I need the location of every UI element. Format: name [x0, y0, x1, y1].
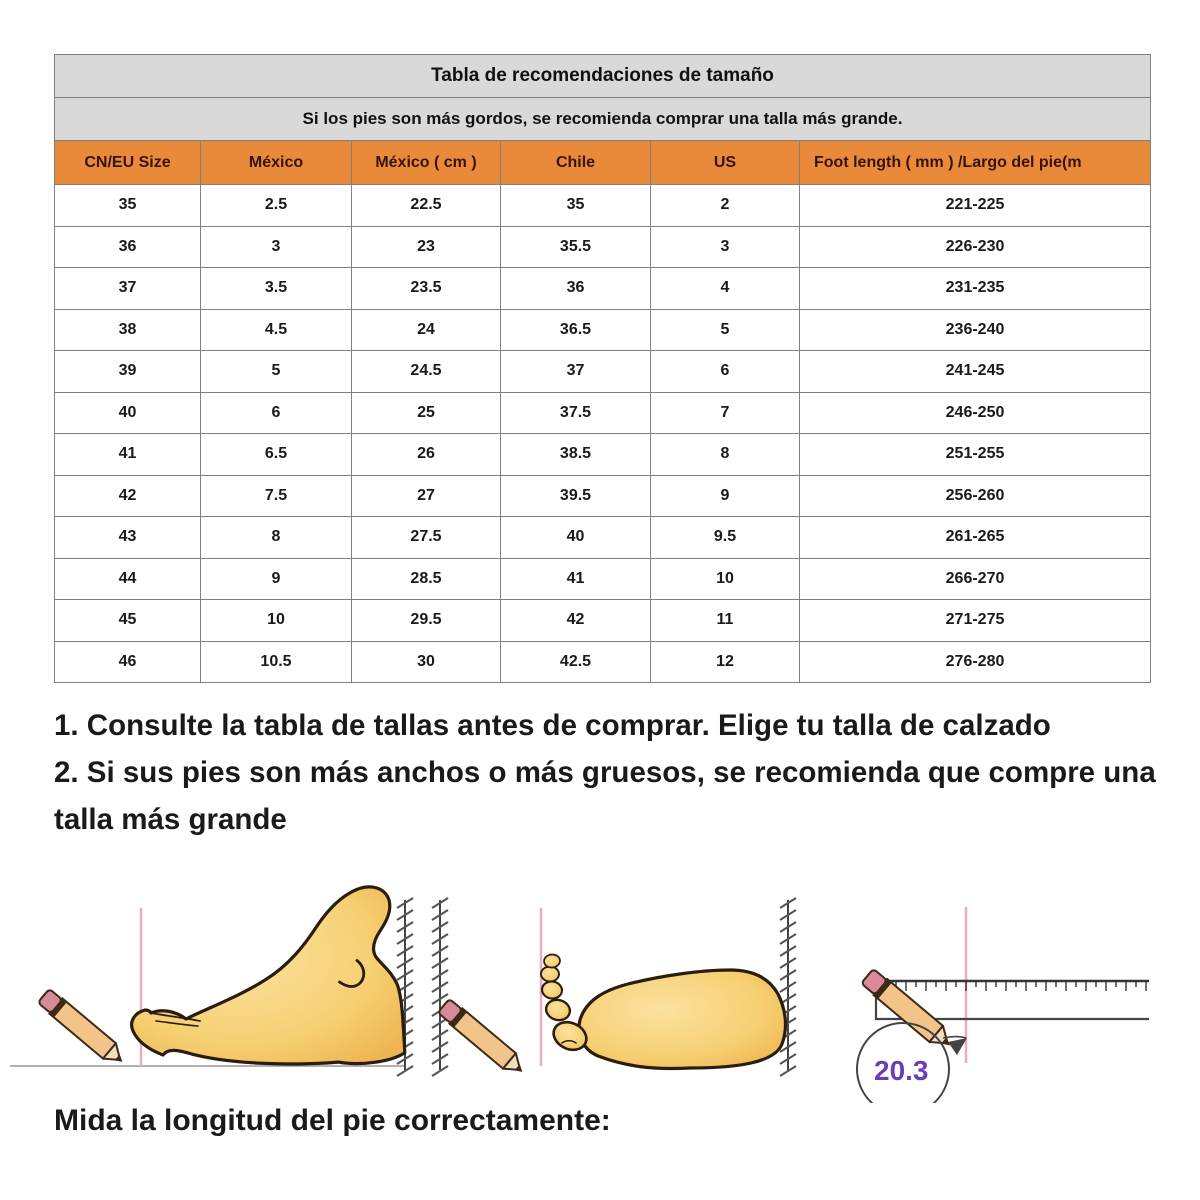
- svg-text:20.3: 20.3: [874, 1055, 929, 1086]
